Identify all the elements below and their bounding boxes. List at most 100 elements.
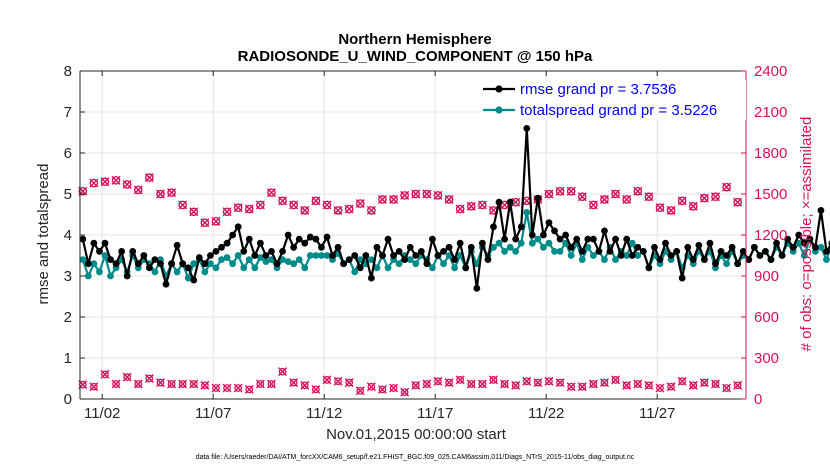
y-tick-label-right: 2400 [754,63,787,80]
obs-possible-low-marker [189,380,198,388]
y-tick-label-right: 2100 [754,104,787,121]
y-tick-label-right: 900 [754,268,779,285]
obs-possible-marker [133,185,143,195]
obs-possible-marker [433,191,443,200]
rmse-marker [157,260,164,268]
obs-assimilated-marker [655,383,665,393]
rmse-marker [795,231,803,239]
rmse-marker [562,231,570,239]
totalspread-marker [445,252,453,259]
obs-possible-low-marker [545,377,553,386]
rmse-marker [784,235,792,243]
rmse-marker [645,264,653,272]
obs-possible-low-marker [622,381,631,390]
totalspread-marker [567,252,575,259]
obs-possible-marker [78,186,88,196]
rmse-marker [767,256,775,263]
totalspread-marker [473,260,481,268]
totalspread-marker [101,252,109,259]
totalspread-marker [207,260,214,268]
totalspread-marker [429,264,436,272]
totalspread-marker [506,243,514,251]
y-axis-label-left: rmse and totalspread [35,164,52,305]
y-tick-label-left: 2 [64,309,72,326]
totalspread-marker [284,258,292,266]
totalspread-marker [628,239,636,247]
rmse-marker [445,243,453,251]
totalspread-marker [501,248,508,255]
obs-possible-low-marker [633,380,642,388]
obs-assimilated-marker [599,378,609,388]
x-axis-label: Nov.01,2015 00:00:00 start [326,426,507,443]
obs-possible-marker [267,188,276,197]
totalspread-marker [589,252,597,259]
totalspread-marker [184,274,192,282]
totalspread-marker [373,264,381,272]
rmse-marker [168,260,175,268]
obs-possible-low-marker [534,378,542,387]
rmse-marker [806,235,814,243]
rmse-marker [367,274,375,282]
footnote: data file: /Users/raeder/DAI/ATM_forcXX/… [196,454,635,461]
rmse-marker [79,235,87,243]
obs-assimilated-overlay-marker [289,200,299,210]
y-axis-label-right: # of obs: o=possible; ×=assimilated [798,117,815,352]
obs-assimilated-marker [733,380,743,390]
obs-assimilated-marker [311,384,321,394]
obs-possible-marker [89,178,99,188]
rmse-marker [84,260,92,268]
rmse-marker [429,235,436,243]
totalspread-marker [795,239,803,247]
rmse-marker [401,256,409,263]
obs-possible-low-marker [112,380,120,388]
obs-possible-low-marker [156,378,165,387]
totalspread-marker [551,248,558,255]
obs-possible-low-marker [645,381,653,390]
obs-assimilated-overlay-marker [167,188,177,198]
rmse-marker [723,252,730,259]
obs-assimilated-marker [322,375,332,385]
obs-assimilated-overlay-marker [677,196,687,206]
rmse-marker [745,256,753,263]
rmse-marker [434,252,442,259]
rmse-marker [773,239,780,247]
obs-possible-low-marker [567,382,576,391]
obs-possible-marker [722,182,731,192]
obs-assimilated-overlay-marker [644,192,654,202]
obs-assimilated-marker [389,383,399,393]
x-tick-label: 11/12 [306,405,342,422]
obs-possible-marker [644,192,654,202]
obs-assimilated-overlay-marker [333,205,343,215]
totalspread-marker [623,252,631,259]
obs-possible-low-marker [689,381,698,390]
totalspread-marker [534,235,542,243]
obs-assimilated-overlay-marker [233,203,243,213]
rmse-marker [823,248,830,255]
rmse-marker [90,239,98,247]
totalspread-marker [412,260,420,268]
grid-lines [80,70,746,400]
obs-possible-marker [378,195,387,204]
rmse-marker [273,260,281,268]
rmse-marker [684,243,692,251]
rmse-marker [245,235,253,243]
obs-assimilated-marker [222,383,232,393]
rmse-marker [423,260,431,268]
y-tick-label-left: 6 [64,145,72,162]
obs-possible-low-marker [611,376,620,384]
obs-possible-low-marker [167,380,176,388]
obs-possible-low-marker [400,388,409,397]
obs-assimilated-overlay-marker [322,200,332,210]
rmse-marker [356,264,364,272]
obs-assimilated-overlay-marker [222,207,232,217]
totalspread-marker [223,254,231,261]
obs-possible-marker [544,189,554,199]
x-tick-label: 11/27 [639,405,675,422]
rmse-marker [811,243,819,251]
obs-assimilated-overlay-marker [355,199,365,209]
rmse-marker [689,256,697,263]
rmse-marker [534,194,542,202]
x-tick-label: 11/07 [195,405,231,422]
obs-assimilated-overlay-marker [155,189,165,199]
obs-assimilated-overlay-marker [133,185,143,195]
